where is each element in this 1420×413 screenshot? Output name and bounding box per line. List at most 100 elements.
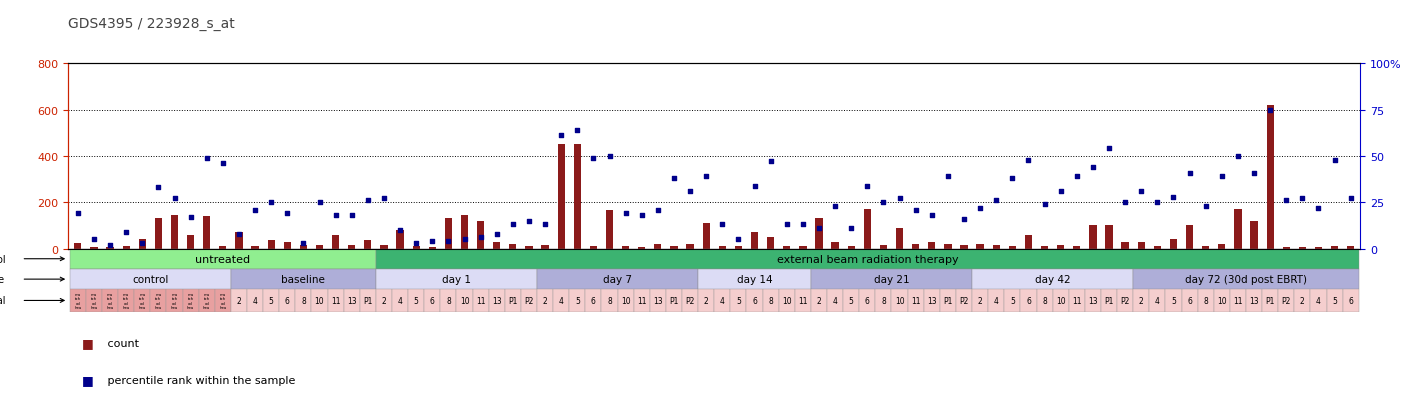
Text: 13: 13	[927, 296, 937, 305]
Point	[420, 238, 443, 245]
Bar	[751, 233, 758, 249]
Bar	[767, 237, 774, 249]
Text: ma
tch
ed
hea: ma tch ed hea	[91, 292, 98, 309]
Point	[1162, 194, 1184, 200]
Bar	[650, 290, 666, 312]
Bar	[1197, 290, 1214, 312]
Point	[905, 207, 927, 214]
Bar	[251, 247, 258, 249]
Bar	[425, 290, 440, 312]
Text: 6: 6	[430, 296, 435, 305]
Bar	[537, 269, 699, 290]
Bar	[811, 290, 826, 312]
Bar	[1085, 290, 1101, 312]
Text: ma
tch
ed
hea: ma tch ed hea	[203, 292, 210, 309]
Text: 13: 13	[1088, 296, 1098, 305]
Text: 4: 4	[1154, 296, 1160, 305]
Point	[567, 127, 589, 134]
Point	[615, 211, 638, 217]
Bar	[1326, 290, 1343, 312]
Text: 8: 8	[768, 296, 772, 305]
Point	[1049, 188, 1072, 195]
Bar	[880, 245, 888, 249]
Bar	[444, 219, 452, 249]
Point	[582, 155, 605, 161]
Bar	[348, 245, 355, 249]
Bar	[203, 216, 210, 249]
Bar	[714, 290, 730, 312]
Bar	[602, 290, 618, 312]
Text: individual: individual	[0, 296, 6, 306]
Bar	[554, 290, 569, 312]
Bar	[408, 290, 425, 312]
Bar	[929, 242, 936, 249]
Bar	[622, 247, 629, 249]
Point	[1001, 176, 1024, 182]
Bar	[912, 244, 919, 249]
Bar	[686, 244, 694, 249]
Bar	[1218, 244, 1225, 249]
Bar	[155, 219, 162, 249]
Point	[356, 197, 379, 204]
Text: 5: 5	[736, 296, 741, 305]
Bar	[396, 230, 403, 249]
Text: external beam radiation therapy: external beam radiation therapy	[777, 254, 958, 264]
Point	[372, 196, 395, 202]
Point	[839, 225, 862, 232]
Point	[1194, 203, 1217, 210]
Bar	[359, 290, 376, 312]
Bar	[960, 245, 967, 249]
Bar	[618, 290, 633, 312]
Text: 5: 5	[413, 296, 419, 305]
Text: time: time	[0, 275, 6, 285]
Point	[598, 153, 621, 160]
Bar	[537, 290, 554, 312]
Text: 2: 2	[237, 296, 241, 305]
Point	[760, 159, 782, 165]
Text: 10: 10	[895, 296, 905, 305]
Bar	[247, 290, 263, 312]
Point	[1146, 199, 1169, 206]
Bar	[666, 290, 682, 312]
Bar	[1214, 290, 1230, 312]
Bar	[682, 290, 699, 312]
Text: 8: 8	[880, 296, 886, 305]
Text: ma
tch
ed
hea: ma tch ed hea	[219, 292, 226, 309]
Bar	[1315, 248, 1322, 249]
Text: 5: 5	[575, 296, 579, 305]
Text: P1: P1	[1105, 296, 1113, 305]
Bar	[795, 290, 811, 312]
Bar	[940, 290, 956, 312]
Text: ma
tch
ed
hea: ma tch ed hea	[139, 292, 146, 309]
Point	[131, 240, 153, 247]
Point	[1227, 153, 1250, 160]
Bar	[521, 290, 537, 312]
Point	[1179, 170, 1201, 176]
Bar	[214, 290, 231, 312]
Bar	[1069, 290, 1085, 312]
Bar	[973, 290, 988, 312]
Point	[275, 211, 298, 217]
Bar	[784, 247, 791, 249]
Bar	[187, 235, 195, 249]
Point	[453, 236, 476, 243]
Bar	[747, 290, 763, 312]
Bar	[1008, 247, 1015, 249]
Text: 6: 6	[753, 296, 757, 305]
Bar	[493, 242, 500, 249]
Text: P1: P1	[508, 296, 517, 305]
Bar	[344, 290, 359, 312]
Text: 5: 5	[1172, 296, 1176, 305]
Text: 2: 2	[382, 296, 386, 305]
Point	[179, 214, 202, 221]
Bar	[135, 290, 151, 312]
Bar	[826, 290, 843, 312]
Point	[872, 199, 895, 206]
Text: 2: 2	[1299, 296, 1305, 305]
Point	[1130, 188, 1153, 195]
Point	[1291, 196, 1314, 202]
Text: ma
tch
ed
hea: ma tch ed hea	[106, 292, 114, 309]
Bar	[993, 245, 1000, 249]
Bar	[328, 290, 344, 312]
Bar	[295, 290, 311, 312]
